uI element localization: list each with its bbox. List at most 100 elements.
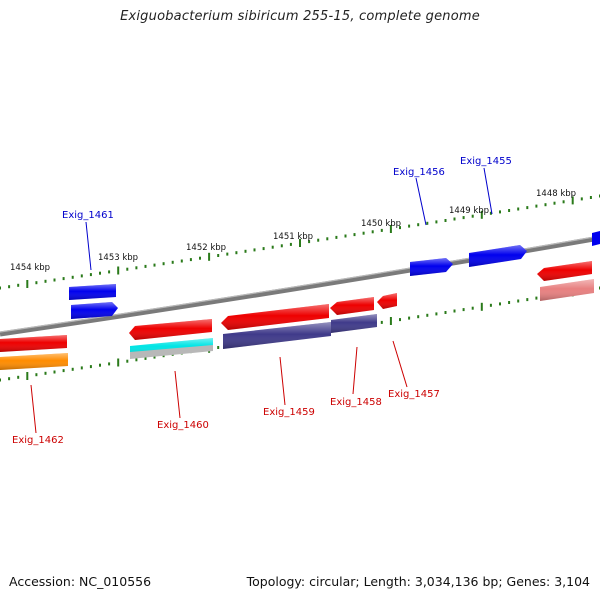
scale-tick: [135, 358, 138, 362]
gene-label-exig-1459[interactable]: Exig_1459: [263, 407, 315, 418]
scale-tick: [8, 285, 11, 289]
scale-tick: [353, 233, 356, 237]
gene-label-exig-1457[interactable]: Exig_1457: [388, 389, 440, 400]
scale-tick: [217, 346, 220, 349]
scale-tick: [526, 298, 529, 302]
scale-tick: [99, 363, 101, 367]
scale-ticks-upper: [0, 194, 600, 290]
scale-tick: [17, 283, 20, 287]
gene-exig-1458[interactable]: [330, 297, 377, 333]
scale-tick: [444, 311, 447, 314]
scale-tick: [535, 204, 538, 208]
scale-tick: [180, 259, 183, 263]
scale-tick: [571, 196, 574, 205]
gene-exig-1462[interactable]: [0, 335, 68, 370]
scale-tick: [526, 206, 529, 210]
scale-tick: [117, 266, 120, 275]
leader-lines-minus: [30, 340, 408, 434]
scale-label-1448: 1448 kbp: [536, 189, 576, 199]
scale-tick: [89, 273, 92, 277]
scale-tick: [471, 306, 474, 310]
scale-tick: [417, 223, 420, 227]
scale-tick: [499, 210, 501, 214]
scale-tick: [480, 302, 483, 311]
scale-tick: [317, 238, 320, 242]
scale-tick: [480, 210, 483, 219]
map-title: Exiguobacterium sibiricum 255-15, comple…: [120, 9, 480, 24]
scale-tick: [489, 303, 492, 307]
scale-tick: [35, 281, 38, 285]
scale-tick: [399, 226, 401, 230]
scale-tick: [508, 209, 511, 212]
gene-label-exig-1458[interactable]: Exig_1458: [330, 397, 382, 408]
scale-tick: [53, 278, 56, 282]
scale-tick: [0, 378, 1, 382]
scale-tick: [71, 367, 74, 371]
scale-tick: [544, 203, 547, 207]
scale-tick: [580, 197, 583, 201]
gene-exig-1460[interactable]: [129, 319, 213, 359]
scale-tick: [299, 239, 301, 247]
scale-tick: [462, 216, 465, 220]
scale-tick: [135, 266, 138, 270]
scale-tick: [80, 274, 83, 278]
scale-tick: [144, 356, 147, 360]
scale-tick: [108, 362, 111, 366]
scale-tick: [380, 228, 383, 232]
leader-lines-plus: [85, 167, 493, 271]
scale-tick: [308, 240, 311, 244]
scale-tick: [289, 242, 292, 246]
scale-tick: [517, 299, 520, 303]
gene-label-exig-1462[interactable]: Exig_1462: [12, 435, 64, 446]
scale-tick: [62, 369, 65, 373]
gene-offscreen-right-minus[interactable]: [537, 261, 594, 301]
scale-tick: [489, 211, 492, 215]
gene-label-exig-1455[interactable]: Exig_1455: [460, 156, 512, 167]
scale-tick: [371, 230, 374, 234]
scale-tick: [380, 320, 383, 324]
scale-tick: [389, 317, 392, 325]
gene-exig-1459[interactable]: [221, 304, 331, 349]
scale-label-1451: 1451 kbp: [273, 232, 313, 242]
scale-tick: [199, 256, 201, 260]
scale-tick: [44, 279, 47, 283]
scale-tick: [435, 312, 438, 316]
scale-tick: [517, 207, 520, 211]
scale-tick: [508, 301, 511, 304]
scale-tick: [589, 196, 592, 199]
scale-label-1450: 1450 kbp: [361, 219, 401, 229]
scale-tick: [108, 270, 111, 274]
scale-tick: [535, 296, 538, 300]
scale-tick: [17, 375, 20, 379]
scale-tick: [0, 286, 1, 290]
gene-offscreen-right-plus[interactable]: [592, 231, 600, 246]
scale-label-1454: 1454 kbp: [10, 263, 50, 273]
scale-tick: [408, 224, 411, 228]
gene-label-exig-1461[interactable]: Exig_1461: [62, 210, 114, 221]
scale-tick: [26, 372, 29, 380]
scale-tick: [244, 249, 247, 253]
scale-tick: [471, 214, 474, 218]
scale-tick: [89, 365, 92, 369]
gene-exig-1457[interactable]: [377, 293, 397, 309]
scale-tick: [435, 220, 438, 224]
scale-tick: [235, 251, 238, 255]
scale-tick: [35, 373, 38, 377]
gene-label-exig-1460[interactable]: Exig_1460: [157, 420, 209, 431]
gene-exig-1461[interactable]: [69, 284, 118, 319]
scale-tick: [153, 355, 156, 359]
gene-exig-1456[interactable]: [410, 258, 453, 276]
gene-exig-1455[interactable]: [469, 245, 527, 267]
scale-tick: [389, 225, 392, 233]
scale-tick: [153, 263, 156, 267]
scale-tick: [271, 245, 274, 249]
genome-summary: Topology: circular; Length: 3,034,136 bp…: [246, 574, 590, 589]
scale-tick: [44, 371, 47, 375]
scale-tick: [171, 260, 174, 264]
scale-tick: [499, 302, 501, 306]
scale-tick: [362, 231, 365, 235]
scale-tick: [144, 264, 147, 268]
scale-tick: [189, 258, 192, 262]
gene-label-exig-1456[interactable]: Exig_1456: [393, 167, 445, 178]
